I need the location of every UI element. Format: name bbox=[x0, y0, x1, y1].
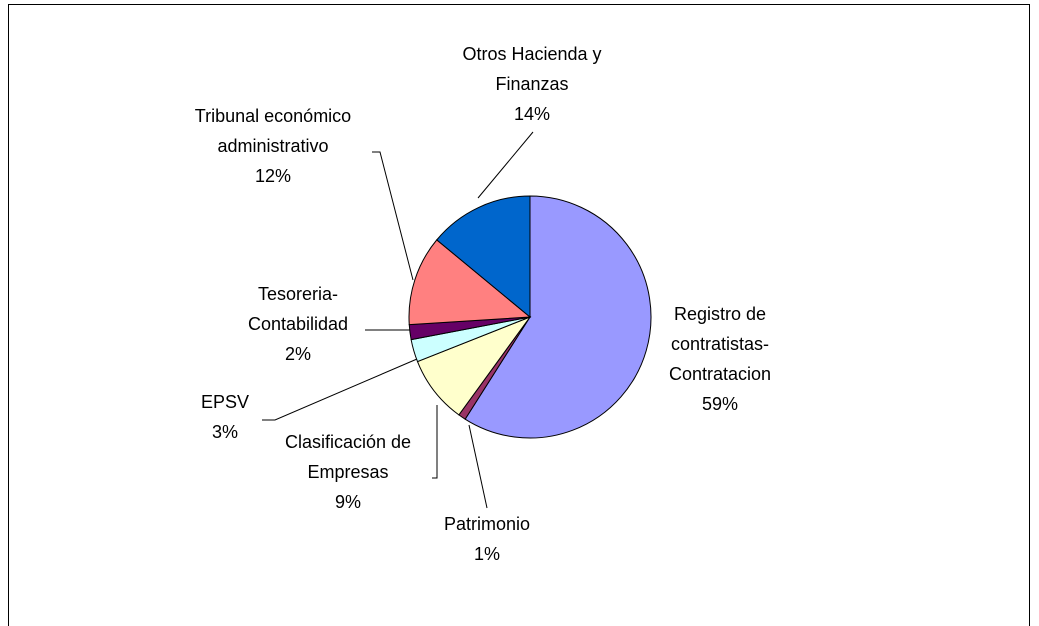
slice-value-label: 12% bbox=[255, 166, 291, 186]
leader-line bbox=[262, 358, 418, 421]
slice-value-label: 1% bbox=[474, 544, 500, 564]
slice-value-label: 2% bbox=[285, 344, 311, 364]
pie-slice bbox=[436, 195, 531, 319]
slice-value-label: 14% bbox=[514, 104, 550, 124]
slice-value-label: 3% bbox=[212, 422, 238, 442]
slice-label: Tribunal económico administrativo bbox=[195, 106, 351, 156]
slice-label: Otros Hacienda y Finanzas bbox=[462, 44, 601, 94]
slice-label: Patrimonio bbox=[444, 514, 530, 534]
leader-line bbox=[432, 405, 438, 479]
slice-value-label: 9% bbox=[335, 492, 361, 512]
slice-value-label: 59% bbox=[702, 394, 738, 414]
slice-label: Clasificación de Empresas bbox=[285, 432, 411, 482]
slice-label: EPSV bbox=[201, 392, 249, 412]
leader-line bbox=[477, 131, 534, 199]
leader-line bbox=[468, 424, 488, 509]
slice-label: Tesoreria-Contabilidad bbox=[248, 284, 348, 334]
pie-slice bbox=[408, 239, 532, 326]
leader-line bbox=[372, 151, 414, 281]
pie-slice bbox=[464, 195, 652, 439]
slice-label: Registro de contratistas-Contratacion bbox=[669, 304, 771, 384]
